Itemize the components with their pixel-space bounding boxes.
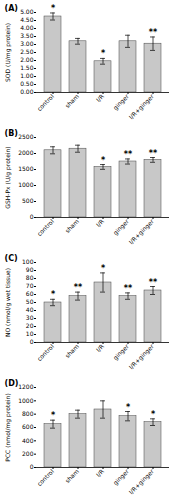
svg-text:200: 200 (22, 450, 34, 457)
svg-text:0: 0 (30, 463, 34, 470)
svg-text:*: * (101, 49, 106, 58)
svg-text:2000: 2000 (18, 149, 33, 156)
svg-text:*: * (151, 410, 156, 419)
svg-text:0.00: 0.00 (20, 88, 34, 95)
svg-text:10: 10 (26, 330, 34, 337)
svg-text:90: 90 (26, 266, 34, 273)
svg-text:(B): (B) (5, 129, 18, 138)
svg-text:I/R: I/R (94, 93, 105, 104)
svg-text:100: 100 (22, 258, 34, 265)
svg-text:*: * (51, 290, 56, 299)
svg-text:I/R+ginger: I/R+ginger (127, 217, 156, 246)
svg-text:I/R: I/R (94, 218, 105, 229)
svg-text:800: 800 (22, 410, 34, 417)
svg-text:ginger: ginger (112, 217, 132, 237)
svg-text:(A): (A) (5, 4, 19, 13)
svg-text:sham: sham (63, 93, 80, 110)
svg-text:PCC (nmol/mg protein): PCC (nmol/mg protein) (4, 393, 12, 461)
svg-text:*: * (101, 156, 106, 165)
svg-text:(C): (C) (5, 254, 18, 263)
svg-text:*: * (126, 403, 131, 412)
svg-text:control: control (35, 92, 55, 112)
svg-text:I/R+ginger: I/R+ginger (127, 342, 156, 371)
svg-text:1000: 1000 (18, 397, 33, 404)
svg-text:I/R: I/R (94, 468, 105, 479)
svg-text:3.00: 3.00 (20, 40, 34, 47)
svg-text:sham: sham (63, 218, 80, 235)
svg-text:GSH-Px (U/g protein): GSH-Px (U/g protein) (4, 146, 12, 208)
svg-text:ginger: ginger (112, 342, 132, 362)
svg-text:(D): (D) (5, 379, 19, 388)
svg-text:1500: 1500 (18, 165, 33, 172)
svg-text:4.00: 4.00 (20, 24, 34, 31)
svg-text:*: * (51, 4, 56, 13)
svg-text:**: ** (124, 284, 133, 293)
svg-text:I/R: I/R (94, 343, 105, 354)
svg-text:control: control (35, 467, 55, 487)
svg-text:1000: 1000 (18, 181, 33, 188)
svg-text:20: 20 (26, 322, 34, 329)
svg-text:2.00: 2.00 (20, 56, 34, 63)
svg-text:1.00: 1.00 (20, 72, 34, 79)
svg-text:400: 400 (22, 437, 34, 444)
svg-text:ginger: ginger (112, 467, 132, 487)
svg-text:0: 0 (30, 213, 34, 220)
svg-text:4.50: 4.50 (20, 16, 34, 23)
svg-text:600: 600 (22, 423, 34, 430)
svg-text:*: * (51, 411, 56, 420)
svg-text:80: 80 (26, 274, 34, 281)
svg-text:1.50: 1.50 (20, 64, 34, 71)
svg-text:**: ** (149, 28, 158, 37)
svg-text:500: 500 (22, 197, 34, 204)
svg-text:sham: sham (63, 343, 80, 360)
svg-text:control: control (35, 342, 55, 362)
svg-text:0.50: 0.50 (20, 80, 34, 87)
svg-text:I/R+ginger: I/R+ginger (127, 92, 156, 121)
svg-text:70: 70 (26, 282, 34, 289)
svg-text:2.50: 2.50 (20, 48, 34, 55)
svg-text:**: ** (149, 149, 158, 158)
svg-text:50: 50 (26, 298, 34, 305)
svg-text:*: * (101, 264, 106, 273)
svg-text:30: 30 (26, 314, 34, 321)
svg-text:60: 60 (26, 290, 34, 297)
svg-text:2500: 2500 (18, 133, 33, 140)
svg-text:I/R+ginger: I/R+ginger (127, 467, 156, 496)
svg-text:**: ** (124, 150, 133, 159)
svg-text:control: control (35, 217, 55, 237)
svg-text:40: 40 (26, 306, 34, 313)
svg-text:**: ** (149, 278, 158, 287)
svg-text:ginger: ginger (112, 92, 132, 112)
svg-text:1200: 1200 (18, 383, 33, 390)
svg-text:5.00: 5.00 (20, 8, 34, 15)
svg-text:NO (nmol/g wet tissue): NO (nmol/g wet tissue) (4, 268, 12, 337)
svg-text:**: ** (74, 283, 83, 292)
svg-text:SOD (U/mg protein): SOD (U/mg protein) (4, 23, 12, 82)
svg-text:3.50: 3.50 (20, 32, 34, 39)
svg-text:0: 0 (30, 338, 34, 345)
svg-text:sham: sham (63, 468, 80, 485)
